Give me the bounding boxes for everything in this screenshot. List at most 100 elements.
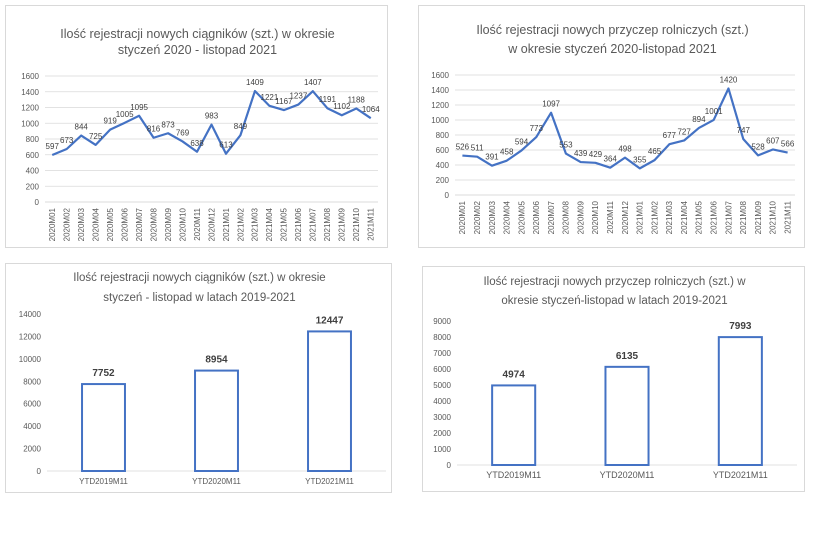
data-label: 725: [89, 132, 103, 141]
y-tick-label: 0: [37, 467, 42, 476]
data-label: 1001: [705, 107, 723, 116]
x-tick-label: 2020M05: [106, 207, 115, 241]
data-label: 844: [75, 123, 89, 132]
x-tick-label: 2021M06: [709, 200, 718, 234]
y-tick-label: 1400: [21, 88, 39, 97]
data-label: 1409: [246, 78, 264, 87]
x-tick-label: 2021M10: [769, 200, 778, 234]
y-tick-label: 3000: [433, 413, 451, 422]
x-tick-label: YTD2020M11: [192, 477, 241, 486]
y-tick-label: 1000: [431, 116, 449, 125]
x-tick-label: 2021M11: [367, 207, 376, 240]
x-tick-label: 2020M03: [488, 200, 497, 234]
x-tick-label: 2021M05: [695, 200, 704, 234]
y-tick-label: 800: [436, 131, 450, 140]
y-tick-label: 1600: [431, 71, 449, 80]
data-label: 1005: [116, 110, 134, 119]
y-tick-label: 7000: [433, 349, 451, 358]
data-label: 1097: [542, 100, 560, 109]
data-label: 607: [766, 136, 780, 145]
chart-title-line: Ilość rejestracji nowych przyczep rolnic…: [476, 23, 748, 37]
x-tick-label: 2020M11: [606, 200, 615, 233]
data-label: 1102: [333, 102, 351, 111]
y-tick-label: 14000: [19, 310, 42, 319]
y-tick-label: 6000: [433, 365, 451, 374]
bar: [194, 369, 239, 472]
x-tick-label: 2021M08: [739, 200, 748, 234]
x-tick-label: YTD2021M11: [713, 470, 768, 480]
y-tick-label: 2000: [23, 445, 41, 454]
data-label: 364: [604, 155, 618, 164]
y-tick-label: 400: [26, 167, 40, 176]
data-label: 7993: [729, 321, 752, 332]
y-tick-label: 10000: [19, 355, 42, 364]
data-label: 1407: [304, 78, 322, 87]
data-label: 1167: [275, 97, 293, 106]
data-label: 677: [663, 131, 677, 140]
tractor-ytd-chart-panel: Ilość rejestracji nowych ciągników (szt.…: [5, 263, 392, 493]
x-tick-label: 2021M04: [265, 207, 274, 241]
x-tick-label: 2020M04: [91, 207, 100, 241]
y-tick-label: 200: [26, 182, 40, 191]
x-tick-label: 2020M11: [193, 207, 202, 240]
data-label: 7752: [92, 368, 115, 379]
x-tick-label: 2020M12: [207, 207, 216, 241]
y-tick-label: 1000: [433, 445, 451, 454]
data-label: 983: [205, 112, 219, 121]
chart-title-line: Ilość rejestracji nowych przyczep rolnic…: [483, 276, 746, 288]
data-label: 4974: [503, 369, 526, 380]
data-label: 439: [574, 149, 588, 158]
y-tick-label: 12000: [19, 332, 42, 341]
chart-title-line: Ilość rejestracji nowych ciągników (szt.…: [60, 27, 334, 41]
y-tick-label: 4000: [433, 397, 451, 406]
data-label: 498: [618, 145, 632, 154]
x-tick-label: 2020M09: [576, 200, 585, 234]
data-label: 894: [692, 115, 706, 124]
data-label: 1188: [348, 95, 366, 104]
data-label: 528: [751, 142, 765, 151]
y-tick-label: 1400: [431, 86, 449, 95]
x-tick-label: 2021M03: [665, 200, 674, 234]
y-tick-label: 0: [445, 191, 450, 200]
x-tick-label: 2020M05: [517, 200, 526, 234]
data-label: 566: [781, 140, 795, 149]
x-tick-label: 2020M09: [164, 207, 173, 241]
x-tick-label: 2021M08: [323, 207, 332, 241]
data-label: 638: [190, 139, 204, 148]
chart-title-line: styczeń - listopad w latach 2019-2021: [103, 292, 295, 304]
data-label: 597: [46, 142, 60, 151]
trailer-ytd-chart-panel: Ilość rejestracji nowych przyczep rolnic…: [422, 266, 805, 492]
data-label: 458: [500, 148, 514, 157]
x-tick-label: 2020M10: [591, 200, 600, 234]
tractor-ytd-chart: Ilość rejestracji nowych ciągników (szt.…: [19, 272, 386, 486]
y-tick-label: 4000: [23, 422, 41, 431]
chart-title-line: styczeń 2020 - listopad 2021: [118, 43, 277, 57]
chart-title-line: w okresie styczeń 2020-listopad 2021: [507, 42, 717, 56]
bar: [81, 383, 126, 472]
series-line: [462, 87, 788, 170]
x-tick-label: 2020M04: [503, 200, 512, 234]
bar: [717, 336, 763, 466]
data-label: 1064: [362, 105, 380, 114]
y-tick-label: 0: [447, 461, 452, 470]
x-tick-label: YTD2019M11: [486, 470, 541, 480]
y-tick-label: 600: [436, 146, 450, 155]
x-tick-label: 2021M01: [636, 200, 645, 234]
x-tick-label: 2020M08: [149, 207, 158, 241]
y-tick-label: 5000: [433, 381, 451, 390]
data-label: 1191: [319, 95, 337, 104]
trailer-ytd-chart: Ilość rejestracji nowych przyczep rolnic…: [433, 276, 797, 480]
y-tick-label: 600: [26, 151, 40, 160]
data-label: 727: [677, 127, 691, 136]
series-line: [51, 89, 372, 157]
x-tick-label: 2020M06: [532, 200, 541, 234]
x-tick-label: YTD2020M11: [600, 470, 655, 480]
data-label: 12447: [316, 315, 344, 326]
chart-title-line: Ilość rejestracji nowych ciągników (szt.…: [73, 272, 325, 284]
x-tick-label: 2020M01: [48, 207, 57, 241]
data-label: 526: [456, 143, 470, 152]
x-tick-label: 2020M06: [120, 207, 129, 241]
x-tick-label: 2021M11: [783, 200, 792, 233]
y-tick-label: 1200: [21, 104, 39, 113]
x-tick-label: 2020M07: [135, 207, 144, 241]
